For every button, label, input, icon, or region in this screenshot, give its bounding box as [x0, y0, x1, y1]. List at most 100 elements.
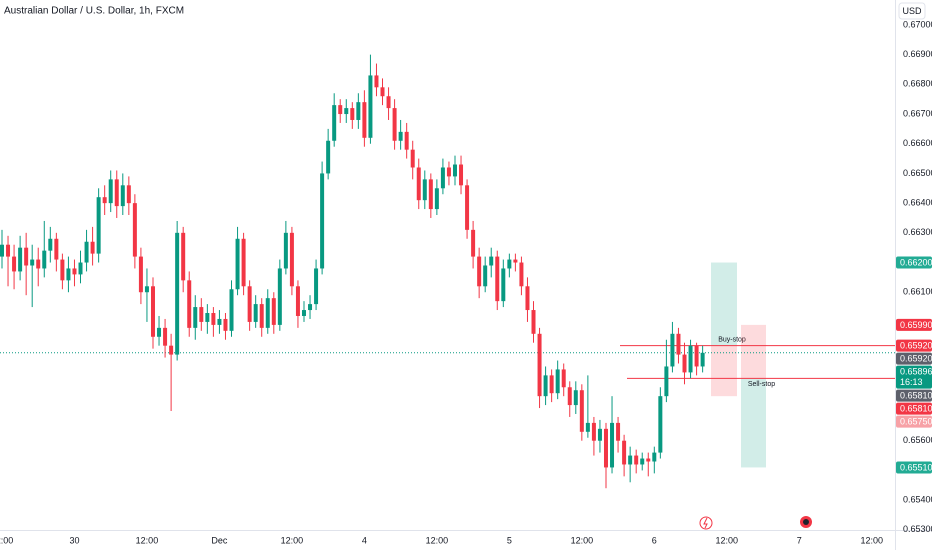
candle-body	[344, 108, 349, 115]
candle-body	[72, 268, 77, 275]
candle	[132, 194, 137, 269]
candle-body	[90, 241, 95, 254]
candle-body	[555, 369, 560, 394]
candle	[36, 247, 41, 287]
candle	[308, 295, 313, 319]
candle-body	[628, 455, 633, 465]
candle	[416, 158, 421, 210]
candle	[350, 102, 355, 129]
price-badge-label: 0.65810	[900, 404, 932, 414]
candle	[332, 93, 337, 147]
currency-box[interactable]	[898, 2, 926, 20]
candle-body	[670, 333, 675, 367]
candle	[235, 226, 240, 296]
candle	[259, 298, 264, 337]
price-badge	[896, 365, 932, 389]
candle-body	[446, 167, 451, 177]
candle-body	[392, 108, 397, 141]
candle-body	[42, 250, 47, 269]
candle-body	[138, 256, 143, 293]
candle-body	[0, 244, 4, 257]
candle	[108, 170, 113, 213]
candle-body	[380, 87, 385, 97]
flag-icon-inner	[803, 519, 809, 525]
candle	[543, 366, 548, 406]
candle	[314, 259, 319, 311]
candle	[72, 259, 77, 287]
candle-body	[549, 375, 554, 394]
candle	[253, 295, 258, 328]
candle	[144, 268, 149, 322]
candle	[465, 179, 470, 239]
x-tick-label: 30	[69, 535, 79, 545]
price-badge	[896, 461, 932, 474]
candle	[229, 280, 234, 337]
candle-body	[440, 167, 445, 189]
candle-body	[459, 164, 464, 186]
price-badge-label: 0.65750	[900, 417, 932, 427]
price-badge-label: 0.65920	[900, 341, 932, 351]
candle	[422, 170, 427, 210]
candle-body	[585, 422, 590, 432]
candle-body	[567, 387, 572, 406]
candle-body	[368, 75, 373, 138]
candle-body	[150, 286, 155, 337]
candle-body	[247, 286, 252, 322]
candle	[114, 170, 119, 218]
candle	[537, 327, 542, 409]
candle	[102, 185, 107, 216]
candle	[338, 99, 343, 123]
candle	[368, 54, 373, 144]
candle-body	[253, 304, 258, 322]
candle-body	[235, 238, 240, 290]
candle-body	[519, 262, 524, 287]
candle	[138, 247, 143, 305]
candle-body	[422, 179, 427, 201]
candle-body	[610, 422, 615, 468]
candle	[362, 90, 367, 147]
candle	[579, 384, 584, 441]
candle-body	[157, 327, 162, 337]
candle	[404, 122, 409, 159]
candle-body	[223, 318, 228, 331]
price-badge-label: 0.65810	[900, 391, 932, 401]
candle-body	[301, 310, 306, 316]
candle	[519, 256, 524, 296]
candle	[60, 253, 65, 290]
candle-body	[102, 197, 107, 204]
candle-body	[489, 256, 494, 266]
candle-body	[108, 179, 113, 204]
candle-body	[12, 256, 17, 272]
candle-body	[326, 140, 331, 174]
flag-icon[interactable]	[800, 516, 812, 528]
candle-body	[295, 286, 300, 316]
price-badge-label: 0.65896	[900, 367, 932, 377]
candle	[320, 161, 325, 275]
candle	[428, 173, 433, 218]
candle-body	[688, 345, 693, 373]
candle	[622, 434, 627, 477]
price-badge	[896, 256, 932, 269]
candle-body	[308, 304, 313, 311]
candle-body	[531, 310, 536, 334]
candle-body	[332, 105, 337, 141]
candle	[42, 220, 47, 278]
candle	[289, 226, 294, 296]
candle	[561, 363, 566, 397]
event-icon[interactable]	[699, 516, 713, 530]
candle-body	[356, 102, 361, 120]
candle	[501, 259, 506, 308]
candle-body	[640, 458, 645, 465]
candle	[392, 99, 397, 150]
candle-body	[338, 105, 343, 115]
candle	[567, 381, 572, 417]
candle-body	[48, 238, 53, 251]
candle	[700, 345, 705, 373]
candle	[277, 259, 282, 331]
event-icon-bolt	[703, 517, 708, 529]
